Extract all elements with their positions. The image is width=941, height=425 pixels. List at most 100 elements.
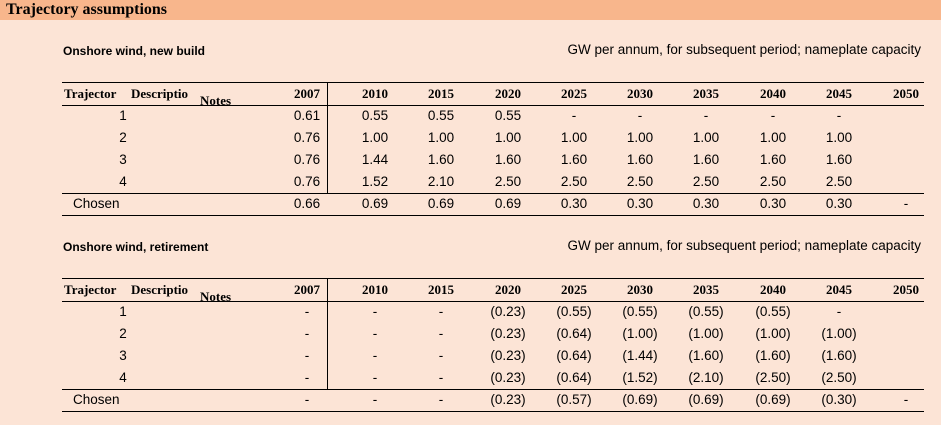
value-cell: - [836, 108, 842, 123]
value-cell [876, 105, 936, 127]
value-cell: 2.50 [494, 174, 522, 189]
value-cell: (1.00) [821, 326, 857, 341]
header-description-label: Descriptio [131, 86, 189, 101]
header-description: Trajector Descriptio Notes [64, 83, 234, 105]
chosen-value-cell: (0.69) [755, 392, 791, 407]
chosen-value-cell: 0.69 [427, 196, 455, 211]
chosen-top-rule [62, 193, 924, 194]
chosen-value-cell: 0.30 [759, 196, 787, 211]
value-cell [876, 171, 936, 193]
header-trajectory: Trajector [64, 86, 117, 101]
value-cell: 1.00 [692, 130, 720, 145]
value-cell: 1.00 [626, 130, 654, 145]
value-cell: (1.60) [688, 348, 724, 363]
data-table: Trajector Descriptio Notes 2007 2010 2015 2020… [62, 82, 924, 216]
value-cell: (0.23) [490, 304, 526, 319]
chosen-top-rule [62, 389, 924, 390]
value-cell: 2.50 [759, 174, 787, 189]
value-cell [876, 301, 936, 323]
value-cell: 1.60 [825, 152, 853, 167]
value-cell: 2.50 [692, 174, 720, 189]
value-cell: (0.64) [556, 370, 592, 385]
table-row: 1 - - - (0.23) (0.55) (0.55) (0.55) (0.55) - [62, 301, 924, 323]
value-cell: (0.23) [490, 370, 526, 385]
chosen-value-cell: 0.66 [293, 196, 321, 211]
chosen-value-cell: 0.30 [825, 196, 853, 211]
value-cell: (0.55) [622, 304, 658, 319]
chosen-row: Chosen 0.66 0.69 0.69 0.69 0.30 0.30 0.30 0.30 0.… [62, 193, 924, 215]
data-table: Trajector Descriptio Notes 2007 2010 2015 2020… [62, 278, 924, 412]
value-cell: - [304, 326, 310, 341]
value-cell [876, 149, 936, 171]
value-cell: - [304, 304, 310, 319]
table-row: 2 0.76 1.00 1.00 1.00 1.00 1.00 1.00 1.00 1.00 [62, 127, 924, 149]
chosen-value-cell: (0.69) [622, 392, 658, 407]
trajectory-number: 1 [119, 304, 127, 319]
chosen-value-cell: - [903, 196, 909, 211]
section-title: Onshore wind, new build [63, 44, 206, 58]
trajectory-number: 4 [119, 174, 127, 189]
value-cell: 1.60 [494, 152, 522, 167]
value-cell: (1.00) [755, 326, 791, 341]
value-cell: 2.50 [825, 174, 853, 189]
value-cell: 1.00 [361, 130, 389, 145]
value-cell [876, 323, 936, 345]
value-cell: (2.50) [755, 370, 791, 385]
header-year-2045: 2045 [826, 86, 852, 101]
unit-note: GW per annum, for subsequent period; nam… [567, 238, 921, 253]
header-year-2050: 2050 [893, 282, 919, 297]
header-year-2020: 2020 [495, 282, 521, 297]
value-cell [876, 345, 936, 367]
value-cell: (0.55) [688, 304, 724, 319]
value-cell: 0.55 [361, 108, 389, 123]
header-year-2020: 2020 [495, 86, 521, 101]
chosen-row: Chosen - - - (0.23) (0.57) (0.69) (0.69) (0.69) (… [62, 389, 924, 411]
title-bar: Trajectory assumptions [0, 0, 941, 20]
trajectory-number: 4 [119, 370, 127, 385]
value-cell: (2.10) [688, 370, 724, 385]
value-cell: - [836, 304, 842, 319]
table-bottom-rule [62, 215, 924, 216]
trajectory-number: 3 [119, 152, 127, 167]
value-cell: (0.23) [490, 348, 526, 363]
value-cell: 1.60 [626, 152, 654, 167]
header-notes: Notes [200, 93, 232, 105]
value-cell: 1.60 [759, 152, 787, 167]
value-cell: 0.76 [293, 152, 321, 167]
table-header-row: Trajector Descriptio Notes 2007 2010 2015 2020… [62, 279, 924, 301]
value-cell: 0.55 [494, 108, 522, 123]
header-trajectory: Trajector [64, 282, 117, 297]
chosen-value-cell: (0.69) [688, 392, 724, 407]
chosen-value-cell: - [304, 392, 310, 407]
header-year-2045: 2045 [826, 282, 852, 297]
table-header-row: Trajector Descriptio Notes 2007 2010 2015 2020… [62, 83, 924, 105]
header-year-2040: 2040 [760, 86, 786, 101]
table-row: 2 - - - (0.23) (0.64) (1.00) (1.00) (1.00) (1.00) [62, 323, 924, 345]
value-cell: - [571, 108, 577, 123]
value-cell: - [637, 108, 643, 123]
value-cell: - [438, 326, 444, 341]
header-year-2007: 2007 [294, 282, 320, 297]
value-cell: - [304, 370, 310, 385]
table-row: 4 - - - (0.23) (0.64) (1.52) (2.10) (2.50) (2.50) [62, 367, 924, 389]
value-cell: - [372, 326, 378, 341]
chosen-value-cell: (0.30) [821, 392, 857, 407]
header-year-2015: 2015 [428, 282, 454, 297]
header-description: Trajector Descriptio Notes [64, 279, 234, 301]
value-cell: 1.00 [427, 130, 455, 145]
section-title: Onshore wind, retirement [63, 240, 209, 254]
value-cell [876, 367, 936, 389]
value-cell: - [372, 370, 378, 385]
page-title: Trajectory assumptions [6, 1, 168, 18]
value-cell: - [372, 304, 378, 319]
chosen-value-cell: 0.69 [361, 196, 389, 211]
value-cell: (2.50) [821, 370, 857, 385]
value-cell: 0.76 [293, 130, 321, 145]
header-year-2025: 2025 [561, 282, 587, 297]
table-row: 3 0.76 1.44 1.60 1.60 1.60 1.60 1.60 1.60 1.60 [62, 149, 924, 171]
table-row: 4 0.76 1.52 2.10 2.50 2.50 2.50 2.50 2.50 2.50 [62, 171, 924, 193]
header-year-2030: 2030 [627, 86, 653, 101]
chosen-value-cell: 0.30 [692, 196, 720, 211]
chosen-value-cell: - [372, 392, 378, 407]
value-cell: 1.52 [361, 174, 389, 189]
